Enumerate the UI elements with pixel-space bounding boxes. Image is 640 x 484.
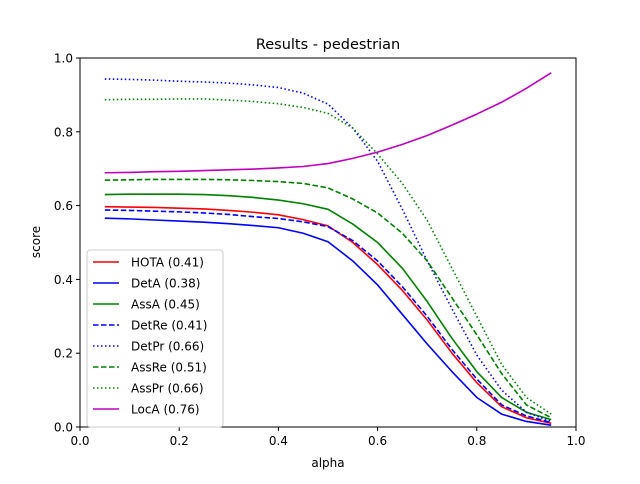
x-axis-label: alpha [311,456,344,470]
series-line-3 [104,209,552,424]
series-line-1 [104,217,552,426]
y-tick-label: 0.2 [54,347,73,361]
series-line-6 [104,98,552,415]
legend-label-7: LocA (0.76) [131,403,200,417]
legend-label-1: DetA (0.38) [131,277,200,291]
legend: HOTA (0.41) DetA (0.38) AssA (0.45) DetRe (… [86,249,224,428]
series-line-5 [104,178,552,419]
legend-box [86,249,224,428]
legend-label-4: DetPr (0.66) [131,340,204,354]
y-tick-label: 0.6 [54,199,73,213]
legend-label-3: DetRe (0.41) [131,319,207,333]
y-tick-label: 0.8 [54,125,73,139]
x-tick-label: 0.0 [70,434,89,448]
y-tick-label: 0.0 [54,421,73,435]
chart-title: Results - pedestrian [256,37,400,53]
legend-label-5: AssRe (0.51) [131,361,207,375]
plot-lines [104,72,552,426]
series-line-2 [104,193,552,421]
x-tick-label: 0.6 [368,434,387,448]
series-line-0 [104,205,552,425]
x-tick-label: 1.0 [566,434,585,448]
series-line-7 [104,72,552,174]
legend-label-2: AssA (0.45) [131,298,200,312]
x-tick-label: 0.4 [269,434,288,448]
series-line-4 [104,78,552,423]
plot-frame [79,57,577,428]
x-tick-label: 0.2 [170,434,189,448]
y-tick-label: 0.4 [54,273,73,287]
axis-ticks: 0.0 0.2 0.4 0.6 0.8 1.0 0.0 0.2 0.4 0.6 0.8 1.0 [54,52,586,449]
legend-label-0: HOTA (0.41) [131,256,204,270]
x-tick-label: 0.8 [467,434,486,448]
y-axis-label: score [29,226,43,258]
y-tick-label: 1.0 [54,52,73,66]
legend-label-6: AssPr (0.66) [131,382,204,396]
